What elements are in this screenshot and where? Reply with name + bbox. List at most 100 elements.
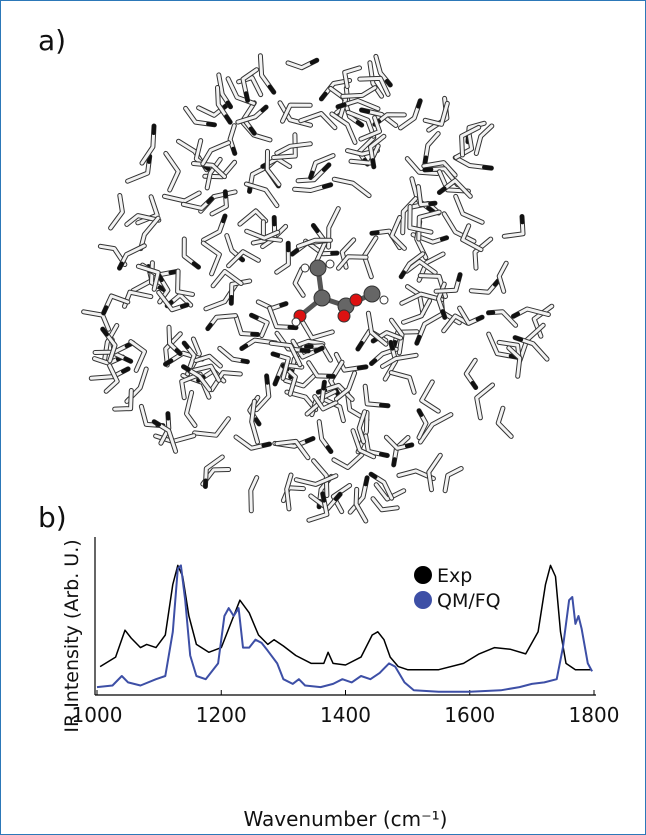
bond — [474, 124, 494, 155]
bond — [281, 103, 312, 123]
atom — [337, 309, 351, 323]
bond — [405, 157, 439, 175]
solvent-molecule — [331, 452, 365, 470]
solvent-molecule — [108, 193, 125, 231]
solvent-molecule — [257, 53, 277, 95]
oxygen-end — [205, 322, 213, 331]
solvent-molecule — [340, 85, 378, 99]
solvent-molecule — [316, 419, 334, 454]
bond — [497, 261, 508, 293]
solvent-molecule — [495, 405, 514, 439]
solvent-molecule — [347, 475, 370, 515]
solvent-molecule — [249, 312, 270, 338]
solvent-molecule — [202, 454, 225, 489]
bond — [496, 406, 513, 438]
solvent-molecule — [112, 388, 134, 412]
oxygen-end — [355, 120, 364, 128]
solvent-molecule — [358, 115, 382, 142]
bond — [346, 110, 376, 138]
solvent-molecule — [128, 339, 147, 373]
oxygen-end — [163, 358, 174, 367]
solvent-molecule — [400, 196, 419, 236]
bond — [136, 195, 159, 225]
solute — [291, 259, 389, 327]
solvent-molecule — [103, 363, 120, 394]
solvent-molecule — [200, 140, 232, 167]
solvent-molecule — [367, 60, 385, 99]
oxygen-end — [440, 235, 449, 242]
md-snapshot — [81, 53, 555, 524]
legend-marker — [414, 566, 432, 584]
oxygen-end — [157, 285, 166, 292]
oxygen-end — [356, 364, 369, 370]
bond — [358, 76, 390, 96]
oxygen-end — [101, 305, 109, 316]
solvent-molecule — [163, 331, 183, 368]
solvent-molecule — [125, 153, 153, 184]
solvent-molecule — [355, 410, 370, 455]
bond — [245, 229, 280, 240]
oxygen-end — [249, 313, 259, 320]
bond — [427, 453, 442, 492]
solvent-molecule — [124, 213, 162, 227]
solvent-molecule — [350, 428, 377, 460]
solvent-molecule — [398, 251, 426, 280]
solvent-molecule — [135, 194, 160, 226]
solvent-molecule — [348, 143, 381, 166]
bond — [185, 391, 197, 427]
solvent-molecule — [304, 379, 327, 417]
bond — [401, 197, 418, 235]
bond — [354, 487, 368, 523]
bond — [381, 353, 418, 368]
solvent-molecule — [201, 213, 228, 243]
solvent-molecule — [268, 340, 303, 368]
solvent-molecule — [306, 491, 330, 523]
x-tick-label: 1800 — [569, 703, 620, 727]
bond — [113, 389, 133, 411]
bond — [238, 209, 268, 226]
solvent-molecule — [433, 272, 463, 294]
solvent-molecule — [101, 293, 131, 316]
solvent-molecule — [240, 67, 260, 103]
oxygen-end — [482, 165, 494, 171]
solvent-molecule — [183, 105, 217, 128]
solvent-molecule — [463, 357, 479, 390]
bond — [136, 264, 160, 291]
solvent-molecule — [215, 85, 233, 125]
solvent-molecule — [205, 313, 238, 332]
solvent-molecule — [248, 475, 260, 514]
atom — [309, 259, 327, 277]
solvent-molecule — [135, 263, 161, 292]
bond — [201, 141, 231, 166]
bond — [180, 372, 202, 400]
bond — [205, 157, 222, 190]
oxygen-end — [336, 102, 347, 109]
oxygen-end — [384, 78, 393, 87]
solvent-molecule — [399, 291, 445, 306]
solvent-molecule — [295, 237, 333, 249]
bond — [265, 149, 281, 187]
bond — [176, 269, 194, 296]
solvent-molecule — [200, 240, 222, 277]
oxygen-end — [325, 445, 333, 454]
oxygen-end — [308, 170, 315, 180]
solvent-molecule — [295, 162, 332, 184]
solvent-molecule — [217, 345, 250, 365]
solvent-molecule — [237, 208, 269, 227]
solvent-molecule — [335, 98, 381, 112]
solvent-molecule — [512, 335, 550, 362]
solvent-molecule — [353, 486, 369, 524]
atom — [363, 285, 381, 303]
solvent-molecule — [163, 150, 181, 193]
solvent-molecule — [457, 305, 485, 326]
solvent-molecule — [365, 310, 389, 347]
oxygen-end — [225, 100, 233, 109]
solvent-molecule — [162, 190, 202, 204]
bond — [405, 260, 437, 275]
solvent-molecule — [373, 53, 393, 88]
bond — [442, 314, 470, 333]
solvent-molecule — [441, 313, 471, 334]
solvent-molecule — [442, 466, 464, 494]
oxygen-end — [363, 475, 370, 487]
bond — [349, 144, 380, 165]
